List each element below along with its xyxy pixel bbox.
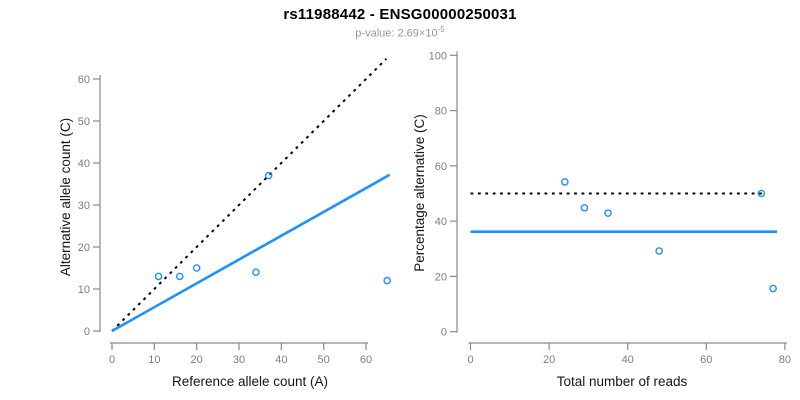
data-point (252, 268, 260, 277)
pvalue-exponent: -5 (437, 25, 445, 35)
y-tick-label: 60 (78, 74, 90, 86)
data-point (175, 272, 184, 281)
y-tick-label: 60 (435, 161, 447, 173)
y-tick-label: 20 (435, 271, 447, 283)
plot-title: rs11988442 - ENSG00000250031 (283, 6, 517, 23)
x-tick-label: 0 (109, 354, 115, 366)
data-point (769, 284, 777, 293)
data-point (580, 204, 589, 212)
pvalue-text: p-value: 2.69×10 (355, 27, 438, 40)
y-tick-label: 10 (78, 284, 90, 296)
data-point (561, 178, 569, 186)
x-tick-label: 60 (700, 354, 712, 366)
percentage-vs-reads-scatter: 0 20 40 60 80 100 0 20 40 60 80 Total number of rea… (412, 50, 791, 389)
data-point (192, 264, 201, 272)
allele-counts-scatter: 0 10 20 30 40 50 60 0 10 20 30 40 50 60 Reference alle… (58, 58, 391, 389)
y-axis-title: Alternative allele count (C) (58, 118, 73, 276)
y-tick-label: 50 (78, 116, 90, 128)
x-axis-title: Reference allele count (A) (172, 374, 328, 389)
y-tick-label: 0 (441, 327, 447, 339)
y-tick-label: 100 (429, 50, 447, 62)
y-tick-label: 40 (435, 216, 447, 228)
y-tick-label: 0 (84, 326, 90, 338)
y-tick-label: 80 (435, 106, 447, 118)
x-tick-label: 80 (779, 354, 791, 366)
x-tick-label: 20 (543, 354, 555, 366)
x-tick-label: 40 (275, 354, 287, 366)
x-axis-title: Total number of reads (557, 374, 688, 389)
y-tick-label: 20 (78, 242, 90, 254)
x-tick-label: 50 (318, 354, 330, 366)
x-tick-label: 40 (622, 354, 634, 366)
x-tick-label: 0 (467, 354, 473, 366)
data-point (383, 276, 391, 285)
identity-line (111, 58, 388, 332)
y-tick-label: 40 (78, 158, 90, 170)
data-point (757, 189, 766, 198)
x-tick-label: 20 (191, 354, 203, 366)
plot-subtitle: p-value: 2.69×10-5 (0, 25, 800, 40)
data-point (264, 171, 273, 180)
x-tick-label: 10 (148, 354, 160, 366)
x-tick-label: 30 (233, 354, 245, 366)
plot-header: rs11988442 - ENSG00000250031 p-value: 2.… (0, 6, 800, 41)
data-point (604, 209, 612, 217)
x-tick-label: 60 (360, 354, 372, 366)
data-point (154, 272, 163, 281)
data-point (655, 247, 663, 255)
fit-line (111, 173, 391, 333)
y-tick-label: 30 (78, 200, 90, 212)
y-axis-title: Percentage alternative (C) (412, 114, 427, 272)
